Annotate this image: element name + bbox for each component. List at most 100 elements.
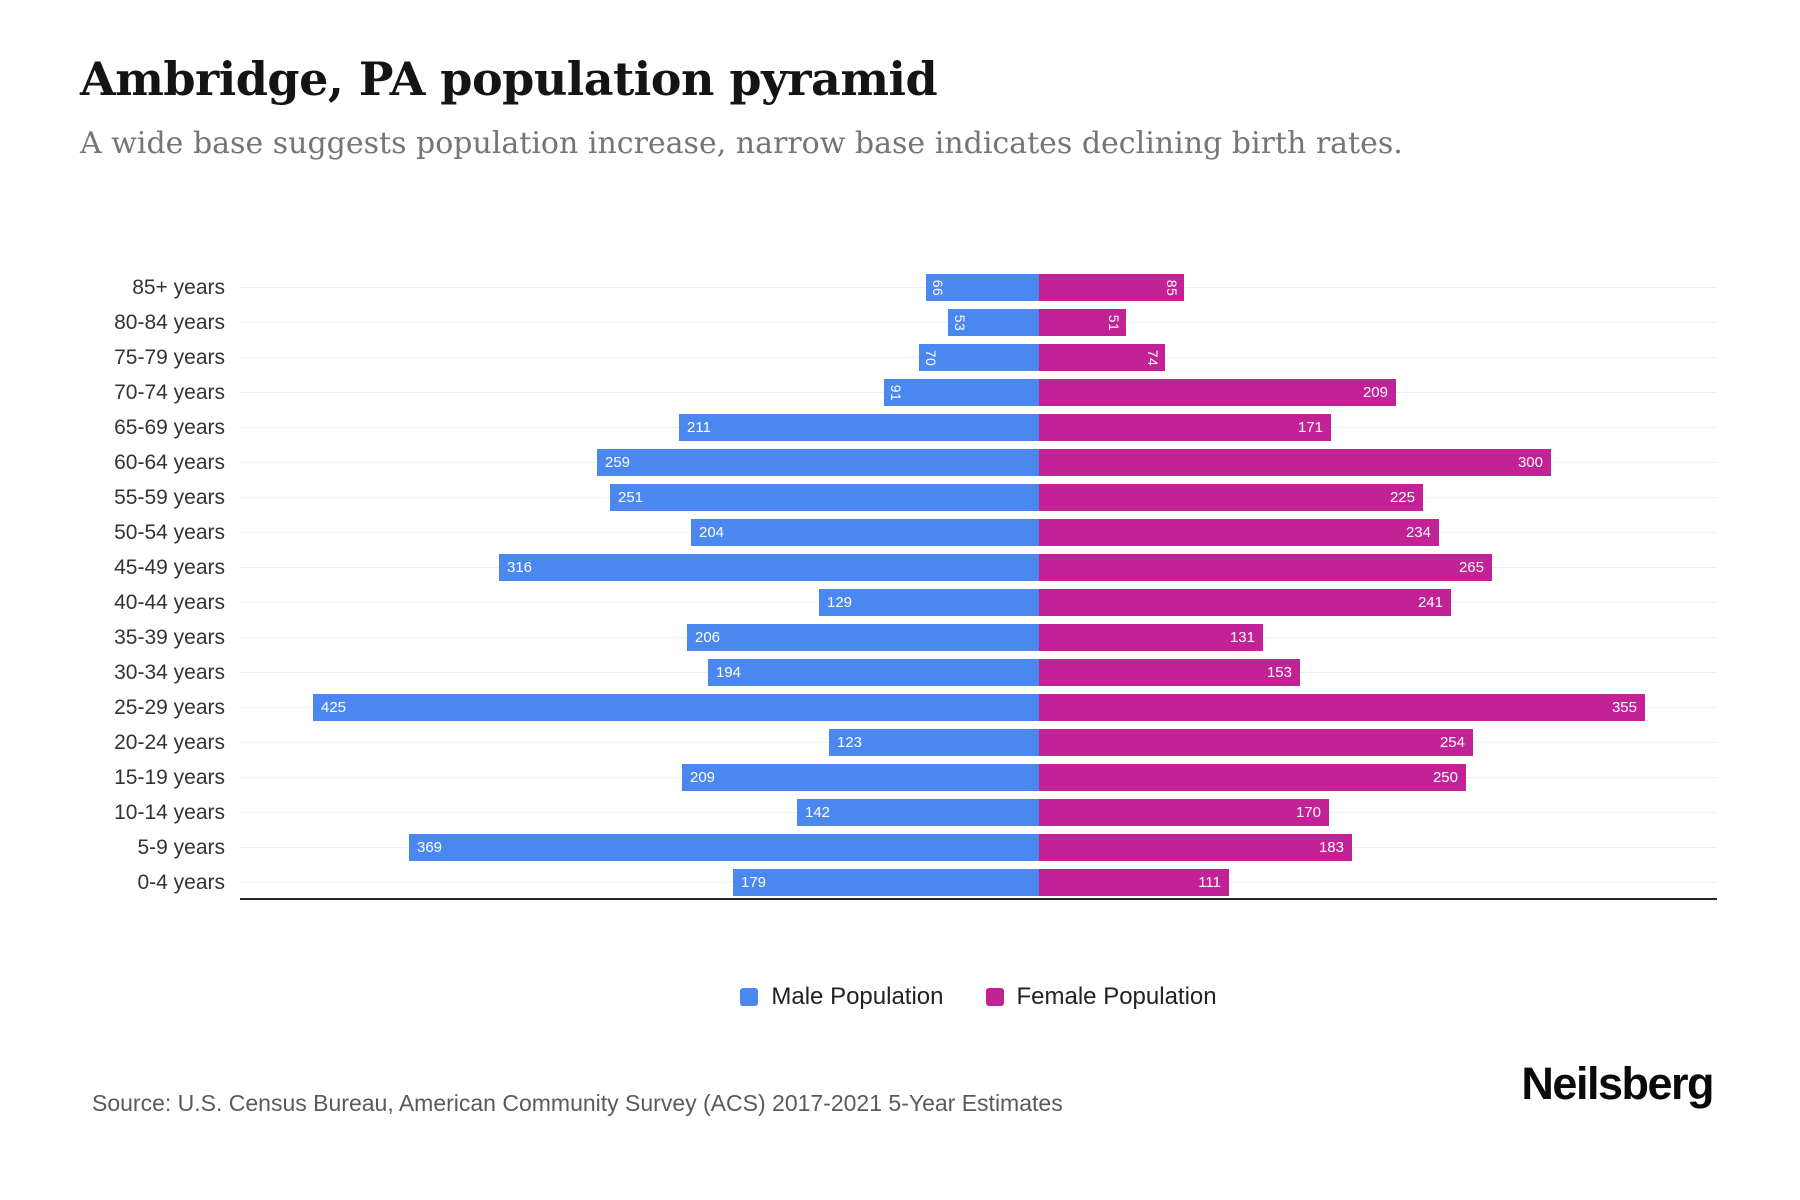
male-bar-value: 70 <box>923 349 939 366</box>
female-bar[interactable]: 131 <box>1039 624 1263 651</box>
male-bar[interactable]: 179 <box>733 869 1039 896</box>
female-bar-value: 85 <box>1164 279 1180 296</box>
male-bar-value: 142 <box>805 804 831 821</box>
female-bar[interactable]: 85 <box>1039 274 1184 301</box>
male-bar-value: 194 <box>716 664 742 681</box>
row-plot-area: 66 85 <box>240 270 1717 305</box>
female-bar-value: 51 <box>1106 314 1122 331</box>
female-bar[interactable]: 183 <box>1039 834 1352 861</box>
y-axis-label: 35-39 years <box>114 626 225 649</box>
row-plot-area: 209 250 <box>240 760 1717 795</box>
pyramid-row: 65-69 years 211 171 <box>0 410 1800 445</box>
male-bar-value: 316 <box>507 559 533 576</box>
male-bar[interactable]: 70 <box>919 344 1039 371</box>
legend-label: Male Population <box>771 983 944 1010</box>
female-bar-value: 241 <box>1417 594 1443 611</box>
female-bar[interactable]: 171 <box>1039 414 1331 441</box>
pyramid-row: 30-34 years 194 153 <box>0 655 1800 690</box>
row-plot-area: 91 209 <box>240 375 1717 410</box>
male-bar[interactable]: 209 <box>682 764 1039 791</box>
male-bar[interactable]: 204 <box>691 519 1039 546</box>
row-plot-area: 425 355 <box>240 690 1717 725</box>
female-bar[interactable]: 209 <box>1039 379 1396 406</box>
pyramid-row: 35-39 years 206 131 <box>0 620 1800 655</box>
row-plot-area: 369 183 <box>240 830 1717 865</box>
female-bar[interactable]: 241 <box>1039 589 1451 616</box>
pyramid-row: 60-64 years 259 300 <box>0 445 1800 480</box>
row-plot-area: 211 171 <box>240 410 1717 445</box>
y-axis-label: 55-59 years <box>114 486 225 509</box>
y-axis-label: 45-49 years <box>114 556 225 579</box>
male-bar[interactable]: 129 <box>819 589 1039 616</box>
male-bar-value: 91 <box>888 384 904 401</box>
chart-subtitle: A wide base suggests population increase… <box>80 126 1403 161</box>
male-bar-value: 209 <box>690 769 716 786</box>
legend-label: Female Population <box>1016 983 1217 1010</box>
legend-item-male-population[interactable]: Male Population <box>740 983 944 1011</box>
female-bar[interactable]: 234 <box>1039 519 1439 546</box>
male-bar-value: 211 <box>687 419 711 436</box>
female-bar[interactable]: 355 <box>1039 694 1645 721</box>
male-bar[interactable]: 211 <box>679 414 1039 441</box>
female-bar-value: 355 <box>1611 699 1637 716</box>
female-bar-value: 111 <box>1198 874 1221 891</box>
pyramid-row: 85+ years 66 85 <box>0 270 1800 305</box>
female-bar[interactable]: 51 <box>1039 309 1126 336</box>
y-axis-label: 15-19 years <box>114 766 225 789</box>
female-bar-value: 254 <box>1439 734 1465 751</box>
male-bar[interactable]: 123 <box>829 729 1039 756</box>
pyramid-row: 10-14 years 142 170 <box>0 795 1800 830</box>
row-plot-area: 70 74 <box>240 340 1717 375</box>
female-bar[interactable]: 250 <box>1039 764 1466 791</box>
female-bar[interactable]: 225 <box>1039 484 1423 511</box>
y-axis-label: 85+ years <box>132 276 225 299</box>
male-bar[interactable]: 425 <box>313 694 1039 721</box>
legend-swatch-icon <box>740 988 759 1006</box>
pyramid-row: 40-44 years 129 241 <box>0 585 1800 620</box>
female-bar[interactable]: 111 <box>1039 869 1229 896</box>
row-plot-area: 206 131 <box>240 620 1717 655</box>
row-plot-area: 259 300 <box>240 445 1717 480</box>
female-bar[interactable]: 254 <box>1039 729 1473 756</box>
legend-item-female-population[interactable]: Female Population <box>985 983 1217 1011</box>
male-bar[interactable]: 194 <box>708 659 1039 686</box>
row-plot-area: 251 225 <box>240 480 1717 515</box>
male-bar[interactable]: 66 <box>926 274 1039 301</box>
female-bar-value: 250 <box>1432 769 1458 786</box>
female-bar-value: 171 <box>1297 419 1323 436</box>
female-bar-value: 170 <box>1295 804 1321 821</box>
female-bar-value: 300 <box>1517 454 1543 471</box>
pyramid-row: 55-59 years 251 225 <box>0 480 1800 515</box>
female-bar-value: 153 <box>1266 664 1292 681</box>
female-bar[interactable]: 170 <box>1039 799 1329 826</box>
male-bar[interactable]: 259 <box>597 449 1039 476</box>
male-bar[interactable]: 369 <box>409 834 1039 861</box>
y-axis-label: 10-14 years <box>114 801 225 824</box>
male-bar[interactable]: 142 <box>797 799 1039 826</box>
pyramid-row: 5-9 years 369 183 <box>0 830 1800 865</box>
male-bar[interactable]: 251 <box>610 484 1039 511</box>
male-bar[interactable]: 206 <box>687 624 1039 651</box>
y-axis-label: 70-74 years <box>114 381 225 404</box>
female-bar[interactable]: 74 <box>1039 344 1165 371</box>
male-bar-value: 259 <box>605 454 631 471</box>
male-bar[interactable]: 53 <box>948 309 1039 336</box>
male-bar[interactable]: 316 <box>499 554 1039 581</box>
male-bar-value: 369 <box>417 839 443 856</box>
female-bar-value: 234 <box>1405 524 1431 541</box>
pyramid-row: 50-54 years 204 234 <box>0 515 1800 550</box>
female-bar[interactable]: 153 <box>1039 659 1300 686</box>
female-bar[interactable]: 265 <box>1039 554 1492 581</box>
row-plot-area: 142 170 <box>240 795 1717 830</box>
y-axis-label: 25-29 years <box>114 696 225 719</box>
pyramid-row: 80-84 years 53 51 <box>0 305 1800 340</box>
legend-swatch-icon <box>985 988 1004 1006</box>
male-bar[interactable]: 91 <box>884 379 1039 406</box>
male-bar-value: 204 <box>699 524 725 541</box>
source-text: Source: U.S. Census Bureau, American Com… <box>92 1090 1063 1116</box>
female-bar-value: 209 <box>1362 384 1388 401</box>
female-bar[interactable]: 300 <box>1039 449 1551 476</box>
male-bar-value: 123 <box>837 734 863 751</box>
male-bar-value: 251 <box>618 489 644 506</box>
